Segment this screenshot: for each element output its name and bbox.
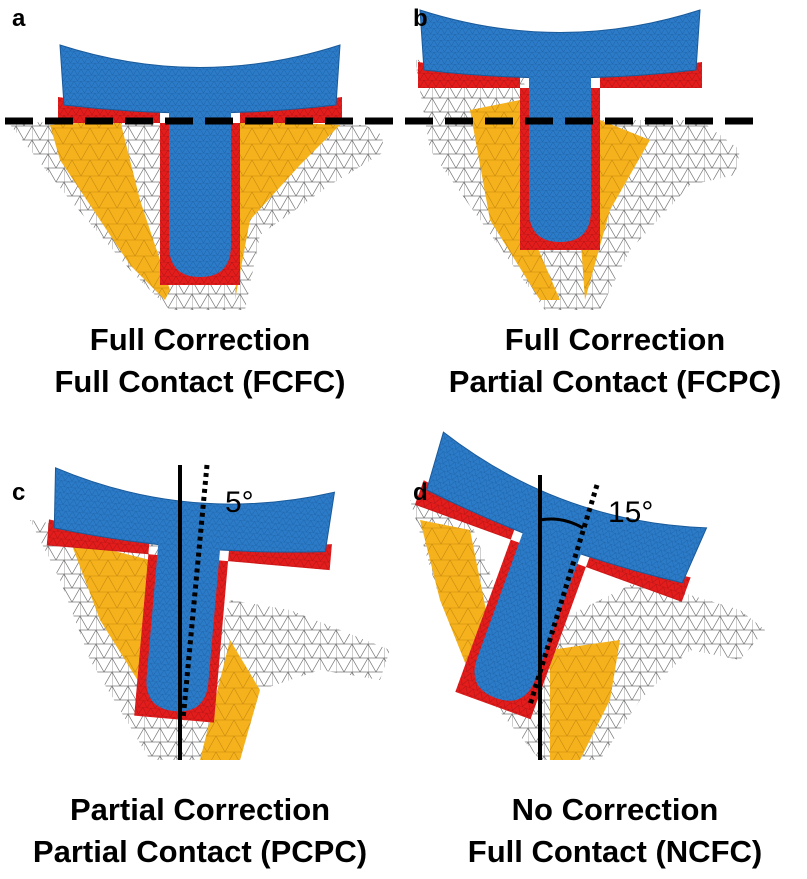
- panel-b: [415, 10, 740, 310]
- caption: Full Contact (FCFC): [54, 364, 345, 399]
- caption: Full Correction: [90, 322, 310, 357]
- panel-label: b: [413, 5, 428, 32]
- caption: Full Contact (NCFC): [468, 834, 762, 869]
- figure: a Full Correction Full Contact (FCFC) b Full…: [0, 0, 807, 879]
- panel-c: [30, 465, 390, 760]
- caption: Partial Contact (FCPC): [449, 364, 781, 399]
- panel-label: a: [12, 5, 26, 32]
- panel-a: [8, 45, 384, 310]
- angle-label: 5°: [225, 486, 254, 519]
- caption: No Correction: [512, 792, 719, 827]
- panel-label: d: [413, 479, 428, 506]
- caption: Full Correction: [505, 322, 725, 357]
- caption: Partial Contact (PCPC): [33, 834, 367, 869]
- caption: Partial Correction: [70, 792, 330, 827]
- angle-label: 15°: [608, 496, 653, 529]
- panel-label: c: [12, 479, 25, 506]
